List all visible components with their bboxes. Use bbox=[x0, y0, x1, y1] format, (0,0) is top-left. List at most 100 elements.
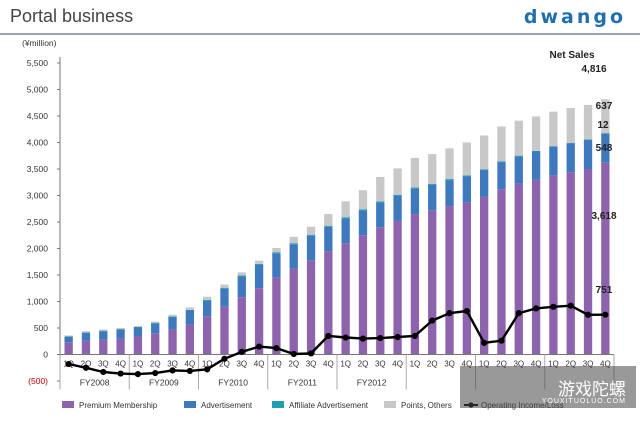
bar-affiliate-advertisement bbox=[462, 175, 471, 177]
bar-affiliate-advertisement bbox=[254, 263, 264, 265]
header-divider bbox=[0, 33, 640, 35]
legend-premium-membership-label: Premium Membership bbox=[79, 401, 158, 410]
quarter-label: 3Q bbox=[375, 360, 386, 369]
bar-affiliate-advertisement bbox=[601, 133, 610, 134]
bar-points-others bbox=[116, 328, 125, 330]
bar-advertisement bbox=[81, 332, 91, 341]
page-title: Portal business bbox=[10, 6, 134, 26]
operating-income-line bbox=[65, 302, 609, 378]
bar-advertisement bbox=[168, 316, 177, 330]
bar-premium-membership bbox=[99, 339, 108, 355]
bar-affiliate-advertisement bbox=[358, 209, 368, 211]
operating-income-point bbox=[532, 305, 540, 312]
quarter-label: 4Q bbox=[254, 360, 265, 369]
y-tick-label: 0 bbox=[43, 350, 48, 360]
bar-affiliate-advertisement bbox=[341, 217, 350, 219]
bar-affiliate-advertisement bbox=[289, 243, 298, 245]
bar-points-others bbox=[601, 99, 610, 134]
quarter-label: 3Q bbox=[306, 360, 317, 369]
quarter-label: 2Q bbox=[565, 360, 576, 369]
bar-premium-membership bbox=[583, 169, 593, 355]
bar-advertisement bbox=[497, 162, 506, 190]
bar-premium-membership bbox=[480, 196, 489, 355]
bar-affiliate-advertisement bbox=[185, 309, 194, 311]
operating-income-point bbox=[359, 335, 367, 342]
bar-premium-membership bbox=[566, 172, 575, 355]
operating-income-point bbox=[134, 371, 142, 378]
watermark-sub: YOUXITUOLUO.COM bbox=[541, 398, 626, 405]
bar-premium-membership bbox=[549, 175, 558, 355]
bar-premium-membership bbox=[341, 243, 350, 355]
legend-advertisement-label: Advertisement bbox=[201, 401, 253, 410]
bar-points-others bbox=[462, 142, 471, 176]
bar-points-others bbox=[583, 104, 593, 140]
bar-points-others bbox=[203, 296, 212, 300]
bar-advertisement bbox=[133, 327, 143, 337]
operating-income-point bbox=[602, 311, 609, 318]
bar-advertisement bbox=[341, 218, 350, 244]
fiscal-year-label: FY2008 bbox=[80, 378, 110, 388]
y-tick-label: 3,000 bbox=[27, 191, 49, 201]
bar-affiliate-advertisement bbox=[497, 161, 506, 163]
bar-affiliate-advertisement bbox=[428, 183, 437, 185]
bar-premium-membership bbox=[237, 297, 246, 355]
operating-income-point bbox=[394, 333, 401, 341]
operating-income-point bbox=[498, 337, 505, 344]
operating-income-point bbox=[204, 366, 211, 373]
bar-stacks bbox=[64, 99, 610, 355]
y-tick-label: 2,500 bbox=[27, 217, 49, 227]
bar-points-others bbox=[514, 120, 523, 156]
bar-affiliate-advertisement bbox=[272, 252, 281, 254]
bar-premium-membership bbox=[514, 183, 523, 355]
operating-income-point bbox=[186, 367, 193, 375]
y-tick-label: 4,000 bbox=[27, 138, 49, 148]
bar-points-others bbox=[324, 214, 333, 226]
quarter-label: 1Q bbox=[479, 360, 490, 369]
bar-advertisement bbox=[549, 146, 558, 176]
operating-income-point bbox=[411, 332, 419, 340]
operating-income-point bbox=[82, 364, 90, 371]
net-sales-value: 4,816 bbox=[581, 64, 606, 75]
bar-affiliate-advertisement bbox=[220, 287, 229, 289]
bar-points-others bbox=[393, 168, 402, 195]
bar-advertisement bbox=[237, 276, 246, 298]
operating-income-point bbox=[342, 334, 349, 341]
bar-advertisement bbox=[428, 184, 437, 211]
bar-premium-membership bbox=[254, 288, 264, 355]
bar-advertisement bbox=[566, 143, 575, 173]
bar-affiliate-advertisement bbox=[99, 330, 108, 332]
y-axis: 5,500 5,000 4,500 4,000 3,500 3,000 2,500 2,000… bbox=[27, 57, 61, 386]
bar-premium-membership bbox=[272, 277, 281, 355]
bar-premium-membership bbox=[64, 342, 73, 355]
bar-affiliate-advertisement bbox=[566, 142, 575, 144]
bar-affiliate-advertisement bbox=[445, 179, 454, 181]
bar-advertisement bbox=[185, 310, 194, 325]
bar-points-others bbox=[497, 126, 506, 162]
bar-advertisement bbox=[583, 139, 593, 169]
bar-premium-membership bbox=[462, 202, 471, 355]
operating-income-point bbox=[255, 343, 263, 350]
operating-income-point bbox=[584, 311, 592, 318]
bar-affiliate-advertisement bbox=[168, 316, 177, 317]
quarter-label: 3Q bbox=[167, 360, 178, 369]
quarter-label: 2Q bbox=[358, 360, 369, 369]
operating-income-point bbox=[567, 302, 574, 309]
points-value-label: 637 bbox=[596, 101, 613, 112]
bar-affiliate-advertisement bbox=[203, 299, 212, 301]
bar-premium-membership bbox=[133, 336, 143, 355]
bar-points-others bbox=[306, 226, 316, 235]
bar-affiliate-advertisement bbox=[376, 201, 385, 203]
bar-points-others bbox=[237, 272, 246, 276]
operating-income-point bbox=[463, 307, 470, 315]
bar-premium-membership bbox=[358, 235, 368, 355]
bar-advertisement bbox=[601, 133, 610, 163]
quarter-label: 3Q bbox=[98, 360, 109, 369]
bar-points-others bbox=[99, 329, 108, 331]
bar-points-others bbox=[410, 157, 420, 188]
quarter-label: 1Q bbox=[410, 360, 421, 369]
bar-points-others bbox=[358, 190, 368, 210]
advertisement-value-label: 548 bbox=[596, 143, 613, 154]
bar-affiliate-advertisement bbox=[583, 139, 593, 140]
bar-advertisement bbox=[220, 288, 229, 307]
